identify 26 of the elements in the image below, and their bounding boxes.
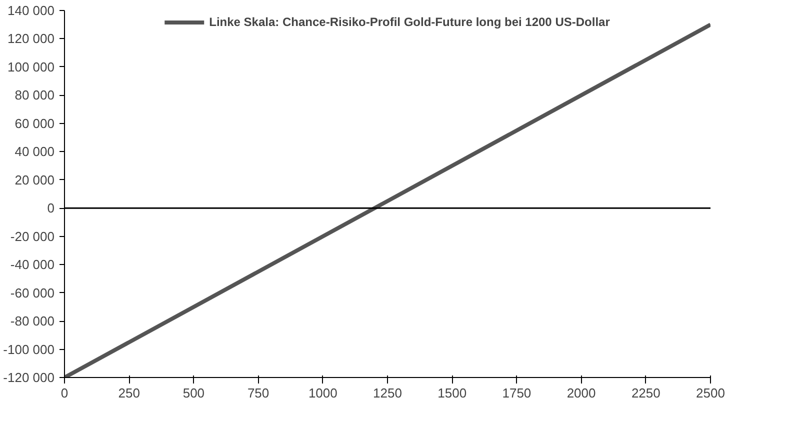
y-tick-label: 0 xyxy=(47,200,55,216)
y-tick-label: -80 000 xyxy=(10,314,55,329)
x-tick-label: 750 xyxy=(247,386,270,400)
y-tick-label: -100 000 xyxy=(3,342,55,357)
y-tick-label: 80 000 xyxy=(14,88,55,103)
y-tick-label: -60 000 xyxy=(10,285,55,300)
x-tick-label: 1500 xyxy=(438,386,467,400)
x-tick-label: 2250 xyxy=(631,386,660,400)
x-tick-label: 250 xyxy=(118,386,140,400)
y-tick-label: 120 000 xyxy=(8,31,55,46)
x-tick-label: 2500 xyxy=(696,386,725,400)
x-tick-label: 500 xyxy=(182,386,205,400)
y-tick-label: 100 000 xyxy=(8,59,55,74)
y-tick-label: -20 000 xyxy=(10,228,55,244)
y-tick-label: -120 000 xyxy=(3,370,55,385)
y-tick-label: 60 000 xyxy=(14,116,55,131)
y-tick-label: 20 000 xyxy=(14,172,55,188)
x-tick-label: 0 xyxy=(60,386,68,400)
x-tick-label: 1250 xyxy=(373,386,402,400)
x-tick-label: 1000 xyxy=(308,386,338,400)
legend-label: Linke Skala: Chance-Risiko-Profil Gold-Future long bei 1200 US-Dollar xyxy=(209,15,610,29)
x-tick-label: 2000 xyxy=(566,386,596,400)
y-tick-label: 40 000 xyxy=(14,144,55,160)
x-tick-label: 1750 xyxy=(502,386,532,400)
y-tick-label: 140 000 xyxy=(8,3,55,18)
y-tick-label: -40 000 xyxy=(10,257,55,272)
